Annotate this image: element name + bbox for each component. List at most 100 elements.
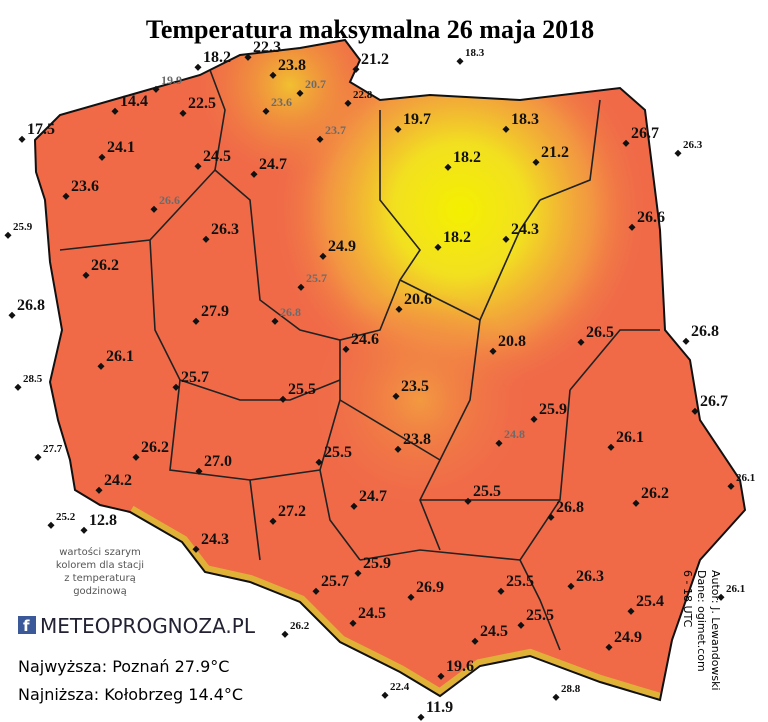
station-marker [47, 521, 55, 529]
credit-line: 6 - 18 UTC [681, 570, 694, 628]
station-marker [605, 643, 613, 651]
station-marker [532, 158, 540, 166]
station-value: 26.2 [290, 620, 310, 632]
station-marker [727, 482, 735, 490]
station-value: 22.3 [253, 39, 281, 56]
station-marker [315, 458, 323, 466]
station-value: 27.9 [201, 303, 229, 320]
station-value: 25.9 [363, 555, 391, 572]
station-marker [132, 453, 140, 461]
station-value: 21.2 [361, 51, 389, 68]
station-value: 25.2 [56, 511, 76, 523]
station-value: 18.3 [511, 111, 539, 128]
station-value-hourly: 19.9 [161, 73, 182, 87]
station-value-hourly: 24.8 [504, 427, 525, 441]
station-marker [195, 467, 203, 475]
station-value: 25.9 [13, 221, 33, 233]
station-marker [489, 347, 497, 355]
station-marker [417, 713, 425, 721]
station-value: 22.5 [188, 95, 216, 112]
station-value: 25.7 [181, 369, 209, 386]
station-marker [4, 231, 12, 239]
station-marker [344, 99, 352, 107]
station-marker [269, 517, 277, 525]
station-value: 24.3 [201, 531, 229, 548]
station-marker [495, 439, 503, 447]
credit-line: Dane: ogimet.com [695, 570, 708, 672]
station-value: 26.5 [586, 324, 614, 341]
station-value: 26.3 [683, 139, 703, 151]
station-marker [342, 345, 350, 353]
station-marker [502, 235, 510, 243]
station-marker [497, 587, 505, 595]
station-value: 25.5 [526, 607, 554, 624]
station-value-hourly: 20.7 [305, 77, 326, 91]
station-value: 26.8 [691, 323, 719, 340]
station-marker [296, 89, 304, 97]
station-value: 26.8 [556, 499, 584, 516]
station-value: 25.9 [539, 401, 567, 418]
station-marker [717, 593, 725, 601]
station-value: 14.4 [120, 93, 148, 110]
station-marker [269, 71, 277, 79]
station-marker [622, 139, 630, 147]
station-value: 17.5 [27, 121, 55, 138]
station-marker [98, 153, 106, 161]
station-value: 24.5 [358, 605, 386, 622]
station-marker [150, 205, 158, 213]
station-value: 26.7 [700, 393, 728, 410]
station-value: 26.3 [211, 221, 239, 238]
station-marker [628, 223, 636, 231]
station-marker [674, 149, 682, 157]
station-marker [464, 497, 472, 505]
station-value: 24.1 [107, 139, 135, 156]
station-marker [456, 57, 464, 65]
station-value: 24.5 [480, 623, 508, 640]
station-marker [192, 317, 200, 325]
station-value: 19.7 [403, 111, 431, 128]
station-value: 18.2 [443, 229, 471, 246]
station-value: 19.6 [446, 658, 474, 675]
station-value: 21.2 [541, 144, 569, 161]
logo-text: METEOPROGNOZA.PL [40, 614, 256, 638]
station-value: 26.7 [631, 125, 659, 142]
station-value: 26.1 [726, 583, 745, 595]
station-marker [14, 383, 22, 391]
note-line: kolorem dla stacji [56, 560, 144, 571]
station-marker [395, 305, 403, 313]
station-value: 24.7 [359, 488, 387, 505]
station-marker [352, 65, 360, 73]
station-marker [437, 672, 445, 680]
station-value: 27.0 [204, 453, 232, 470]
station-value: 26.3 [576, 568, 604, 585]
station-marker [567, 582, 575, 590]
station-marker [682, 337, 690, 345]
station-marker [316, 135, 324, 143]
station-value: 26.2 [641, 485, 669, 502]
station-value-hourly: 23.7 [325, 123, 346, 137]
station-value: 26.2 [91, 257, 119, 274]
station-marker [202, 235, 210, 243]
station-marker [152, 85, 160, 93]
legend-note: wartości szarym kolorem dla stacji z tempe… [56, 546, 144, 597]
station-value: 12.8 [89, 512, 117, 529]
station-marker [80, 526, 88, 534]
station-value: 22.4 [390, 681, 410, 693]
station-value-hourly: 25.7 [306, 271, 327, 285]
note-line: wartości szarym [59, 546, 140, 558]
station-marker [281, 630, 289, 638]
note-line: godzinową [73, 586, 127, 597]
station-value: 24.2 [104, 472, 132, 489]
station-value: 26.6 [637, 209, 665, 226]
station-marker [349, 619, 357, 627]
station-marker [194, 63, 202, 71]
station-value: 27.2 [278, 503, 306, 520]
station-marker [271, 317, 279, 325]
station-value: 24.7 [259, 156, 287, 173]
station-marker [530, 415, 538, 423]
station-marker [18, 135, 26, 143]
station-value-hourly: 26.6 [159, 193, 180, 207]
logo: f METEOPROGNOZA.PL [18, 614, 256, 638]
station-value: 23.6 [71, 178, 99, 195]
